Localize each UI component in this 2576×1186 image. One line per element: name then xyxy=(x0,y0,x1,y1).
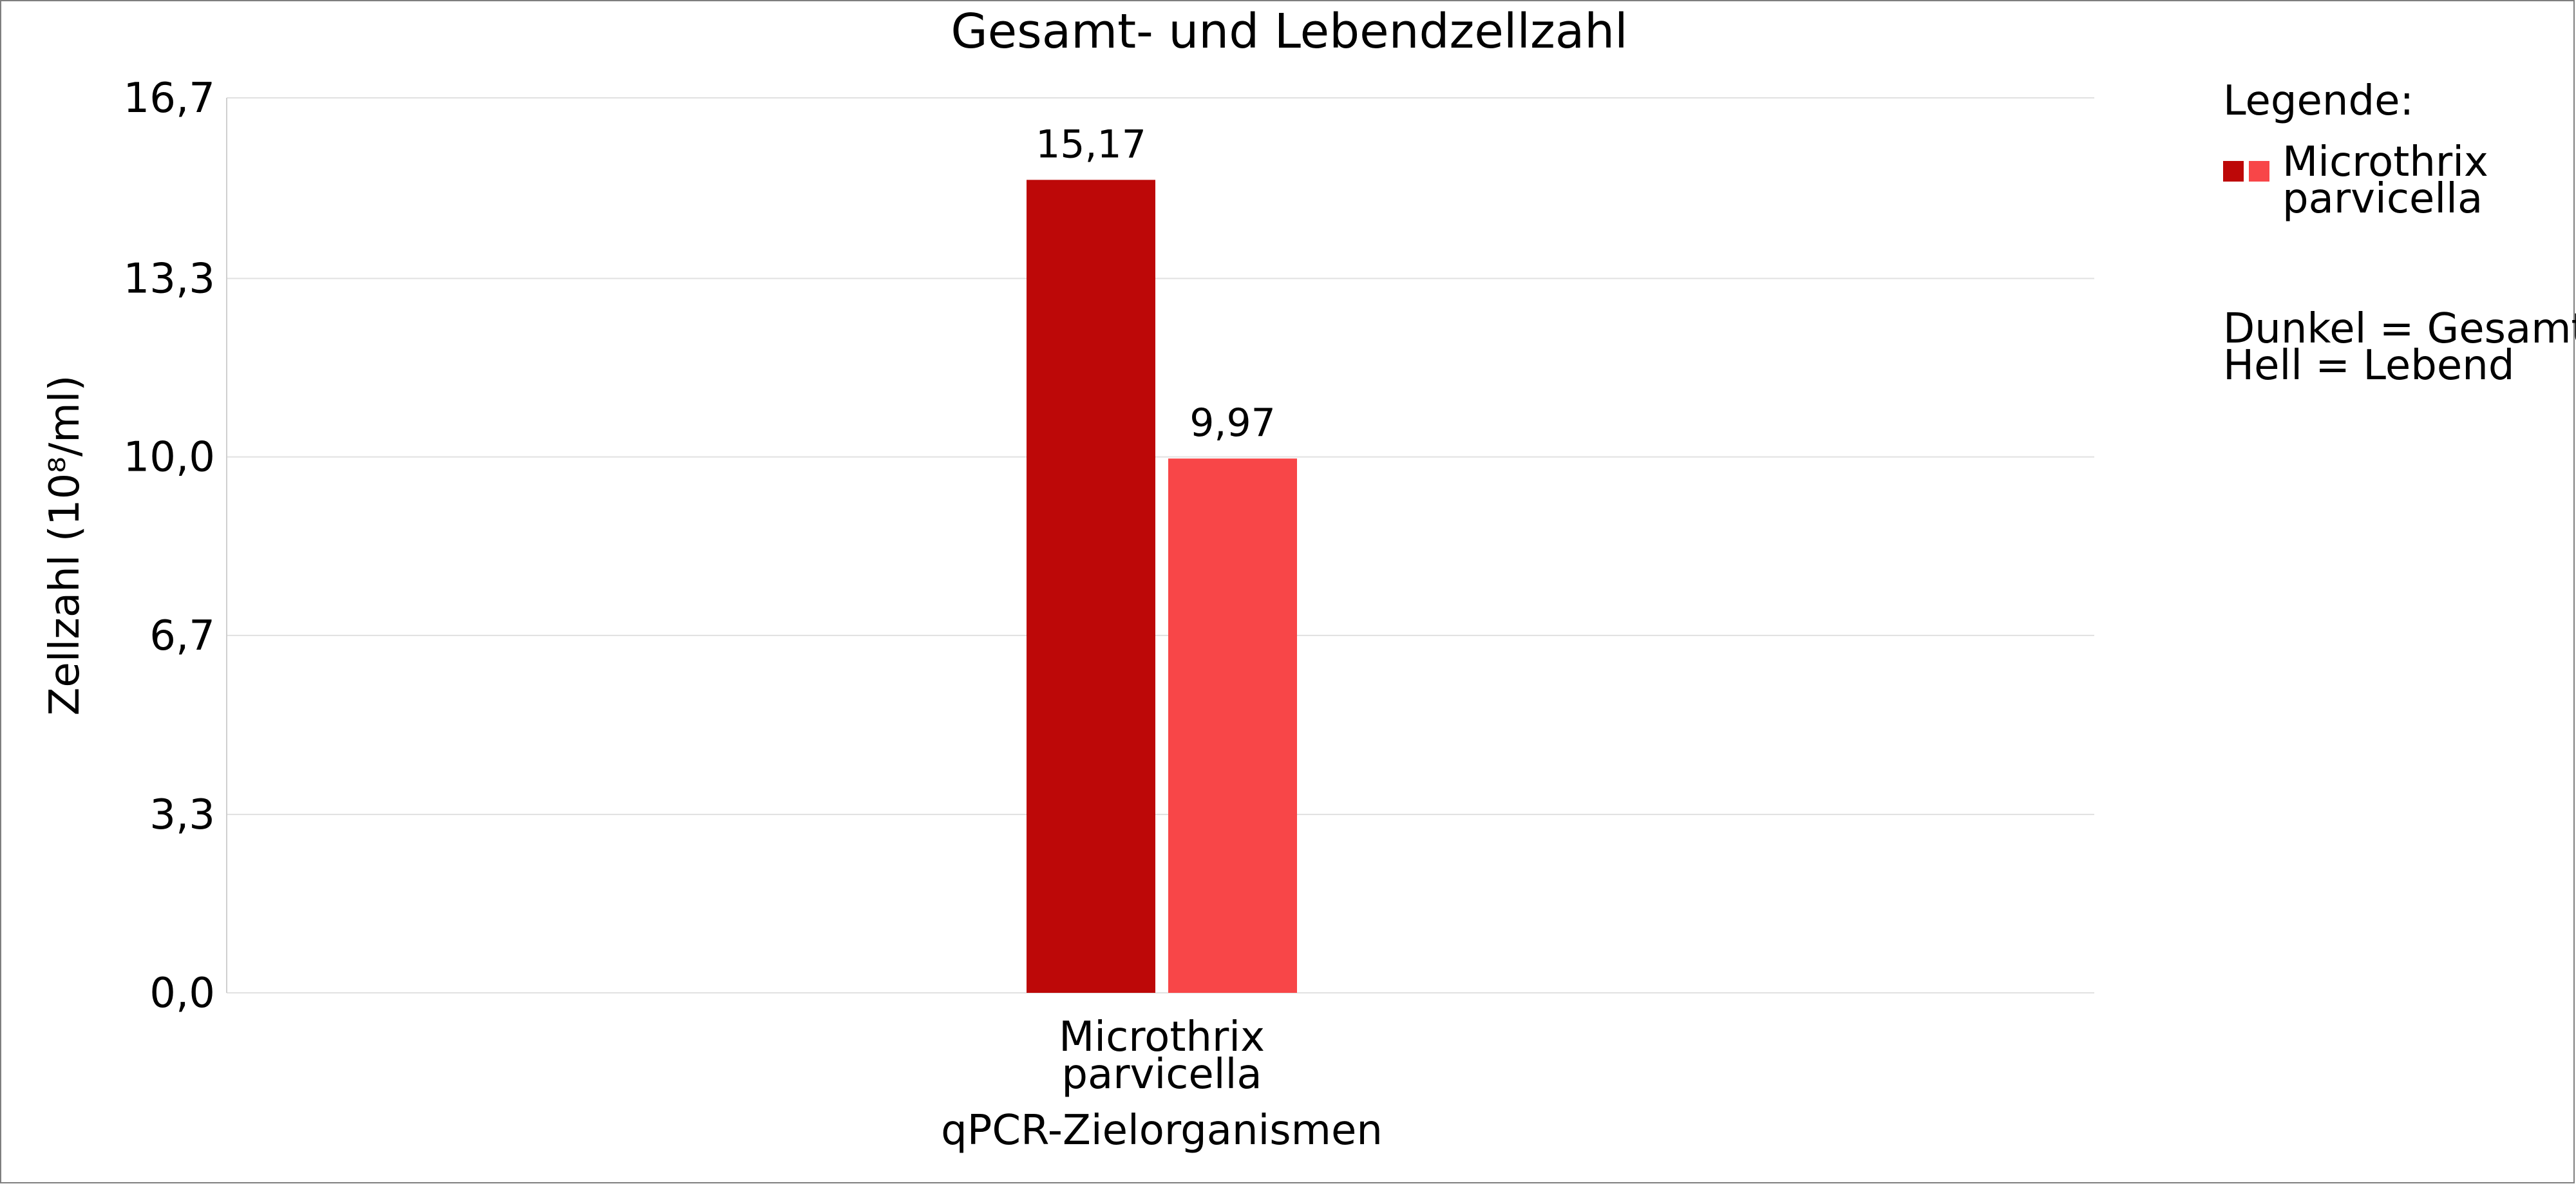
legend-heading: Legende: xyxy=(2223,77,2414,125)
x-category-label-line1: Microthrix xyxy=(1059,1013,1265,1061)
y-axis-ticks: 0,0 3,3 6,7 10,0 13,3 16,7 xyxy=(124,75,216,1017)
legend-note-light: Hell = Lebend xyxy=(2223,342,2514,390)
x-axis-label: qPCR-Zielorganismen xyxy=(941,1107,1383,1154)
legend-entry-line1: Microthrix xyxy=(2282,138,2488,186)
y-tick-label-1: 3,3 xyxy=(149,791,215,839)
bar-value-label-1: 9,97 xyxy=(1189,400,1276,446)
y-tick-label-3: 10,0 xyxy=(124,434,216,482)
grid-lines xyxy=(227,97,2094,993)
legend-swatch-light xyxy=(2249,161,2269,182)
y-axis-label: Zellzahl (10⁸/ml) xyxy=(41,375,89,716)
y-tick-label-2: 6,7 xyxy=(149,612,215,660)
legend-swatch-dark xyxy=(2223,161,2244,182)
legend-entry-line2: parvicella xyxy=(2282,175,2483,223)
chart-title: Gesamt- und Lebendzellzahl xyxy=(951,4,1627,59)
y-tick-label-5: 16,7 xyxy=(124,75,216,122)
bars xyxy=(1027,180,1297,993)
y-tick-label-0: 0,0 xyxy=(149,970,215,1017)
legend: Legende: Microthrix parvicella Dunkel = … xyxy=(2223,77,2576,390)
bar-value-labels: 15,17 9,97 xyxy=(1036,122,1276,446)
legend-note-dark: Dunkel = Gesamt xyxy=(2223,305,2576,353)
y-tick-label-4: 13,3 xyxy=(124,255,216,303)
x-category-label-line2: parvicella xyxy=(1061,1051,1262,1098)
bar-series-0 xyxy=(1027,180,1155,993)
bar-series-1 xyxy=(1168,458,1297,993)
bar-value-label-0: 15,17 xyxy=(1036,122,1146,167)
